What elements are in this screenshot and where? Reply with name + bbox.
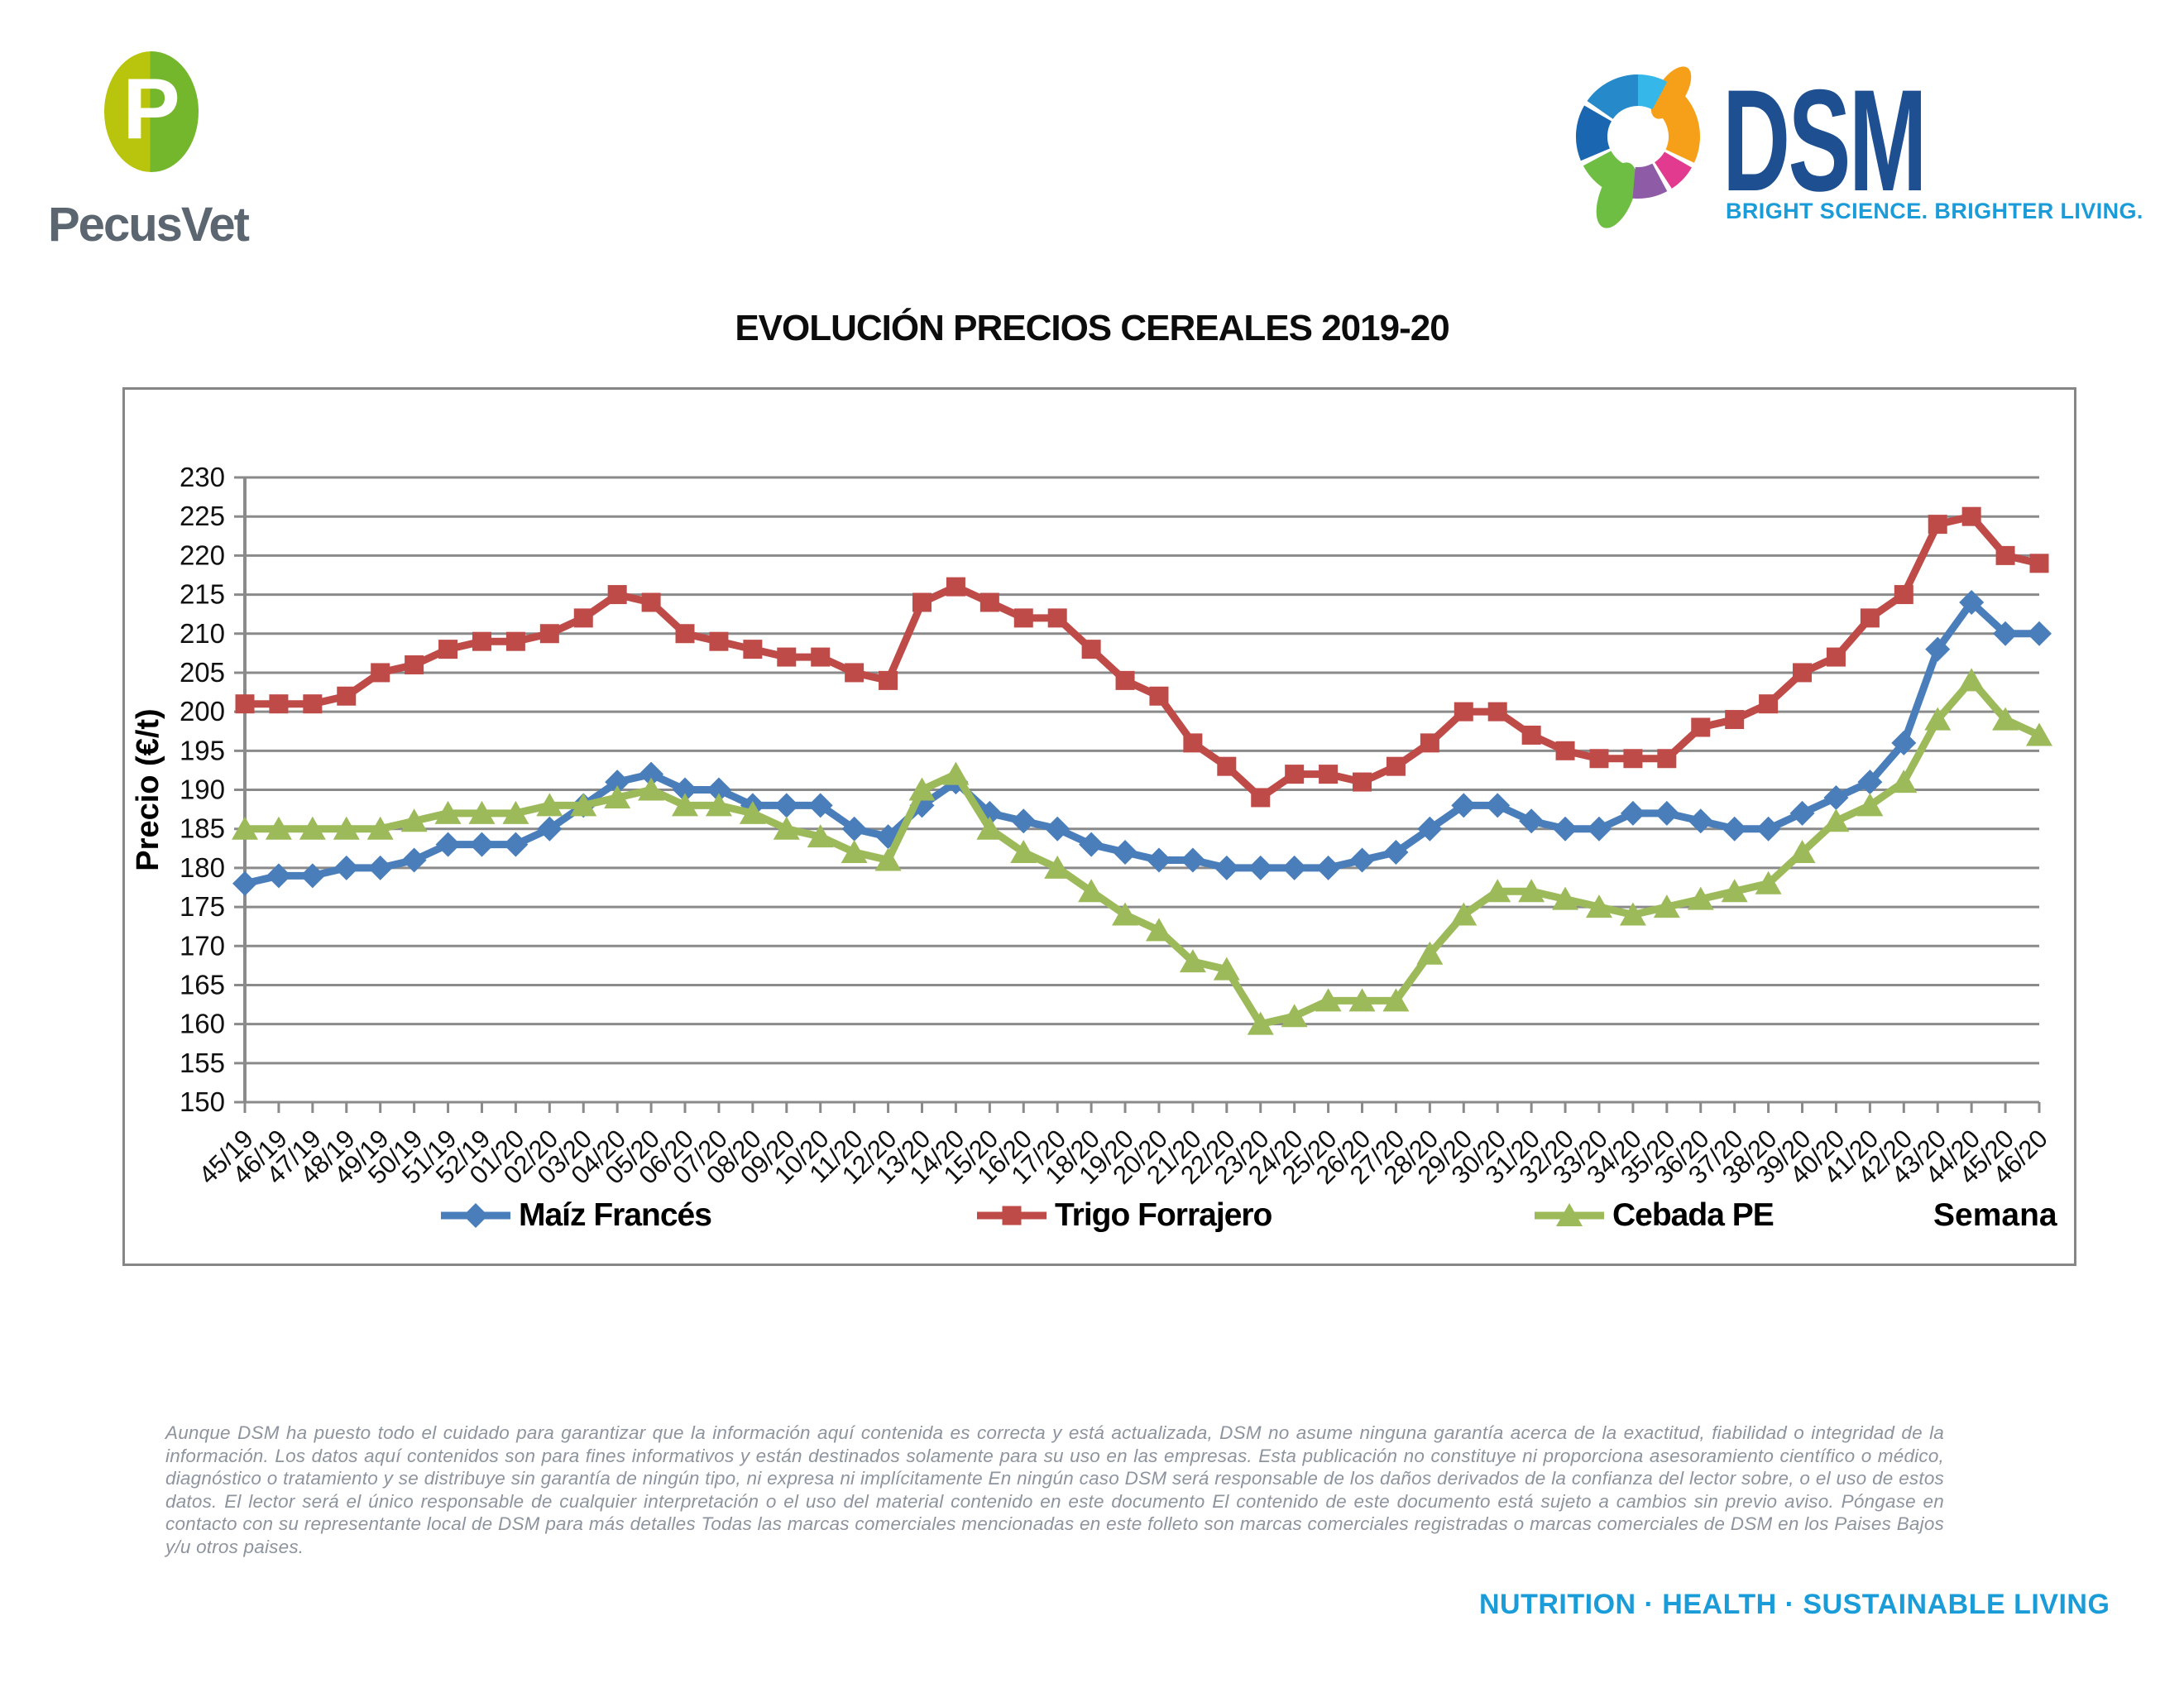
y-tick-label: 175 xyxy=(180,891,225,922)
y-tick-label: 200 xyxy=(180,696,225,727)
y-tick-label: 185 xyxy=(180,813,225,844)
legend-label: Maíz Francés xyxy=(519,1197,712,1233)
y-tick-label: 160 xyxy=(180,1009,225,1039)
pecusvet-logo-icon: P xyxy=(104,51,199,172)
y-tick-label: 225 xyxy=(180,501,225,531)
series-ma-z-franc-s xyxy=(232,590,2052,896)
legend-item-ma-z-franc-s: Maíz Francés xyxy=(439,1196,712,1235)
pecusvet-monogram: P xyxy=(122,61,180,157)
series-trigo-forrajero xyxy=(235,506,2049,808)
legend-label: Cebada PE xyxy=(1612,1197,1774,1233)
series-cebada-pe xyxy=(232,668,2052,1035)
chart-plot: 150 155 160 165 170 175 180 185 190 195 200 205 210 2… xyxy=(125,390,2074,1264)
legend-label: Trigo Forrajero xyxy=(1055,1197,1272,1233)
dsm-wordmark: DSM xyxy=(1722,60,1928,222)
chart-box: 150 155 160 165 170 175 180 185 190 195 200 205 210 2… xyxy=(122,387,2076,1266)
pecusvet-wordmark: PecusVet xyxy=(48,198,250,252)
gridlines: 150 155 160 165 170 175 180 185 190 195 200 205 210 2… xyxy=(180,462,2039,1117)
chart-canvas: 150 155 160 165 170 175 180 185 190 195 200 205 210 2… xyxy=(131,462,2053,1190)
y-tick-label: 165 xyxy=(180,969,225,1000)
y-tick-label: 210 xyxy=(180,618,225,649)
legend-item-cebada-pe: Cebada PE xyxy=(1533,1196,1774,1235)
disclaimer-text: Aunque DSM ha puesto todo el cuidado par… xyxy=(165,1422,1944,1557)
chart-title: EVOLUCIÓN PRECIOS CEREALES 2019-20 xyxy=(735,308,1449,348)
x-tick-labels: 45/1946/1947/1948/1949/1950/1951/1952/19… xyxy=(193,1124,2053,1190)
y-tick-label: 170 xyxy=(180,930,225,961)
y-tick-label: 220 xyxy=(180,539,225,570)
diamond-legend-marker-icon xyxy=(441,1203,510,1228)
y-tick-label: 180 xyxy=(180,852,225,883)
square-legend-marker-icon xyxy=(977,1206,1046,1225)
dsm-tagline-top: BRIGHT SCIENCE. BRIGHTER LIVING. xyxy=(1726,199,2143,223)
dsm-logo-swirl-icon xyxy=(1575,66,1700,228)
legend-item-trigo-forrajero: Trigo Forrajero xyxy=(975,1196,1272,1235)
x-ticks xyxy=(243,1102,2041,1113)
y-tick-label: 150 xyxy=(180,1086,225,1117)
y-tick-label: 205 xyxy=(180,657,225,688)
y-tick-label: 230 xyxy=(180,462,225,492)
y-tick-label: 195 xyxy=(180,735,225,765)
y-tick-label: 155 xyxy=(180,1048,225,1078)
x-axis-title: Semana xyxy=(1933,1197,2057,1233)
y-tick-label: 215 xyxy=(180,579,225,610)
y-tick-label: 190 xyxy=(180,774,225,805)
dsm-tagline-bottom: NUTRITION · HEALTH · SUSTAINABLE LIVING xyxy=(1479,1589,2110,1620)
triangle-legend-marker-icon xyxy=(1535,1203,1604,1226)
y-axis-title: Precio (€/t) xyxy=(131,708,165,870)
